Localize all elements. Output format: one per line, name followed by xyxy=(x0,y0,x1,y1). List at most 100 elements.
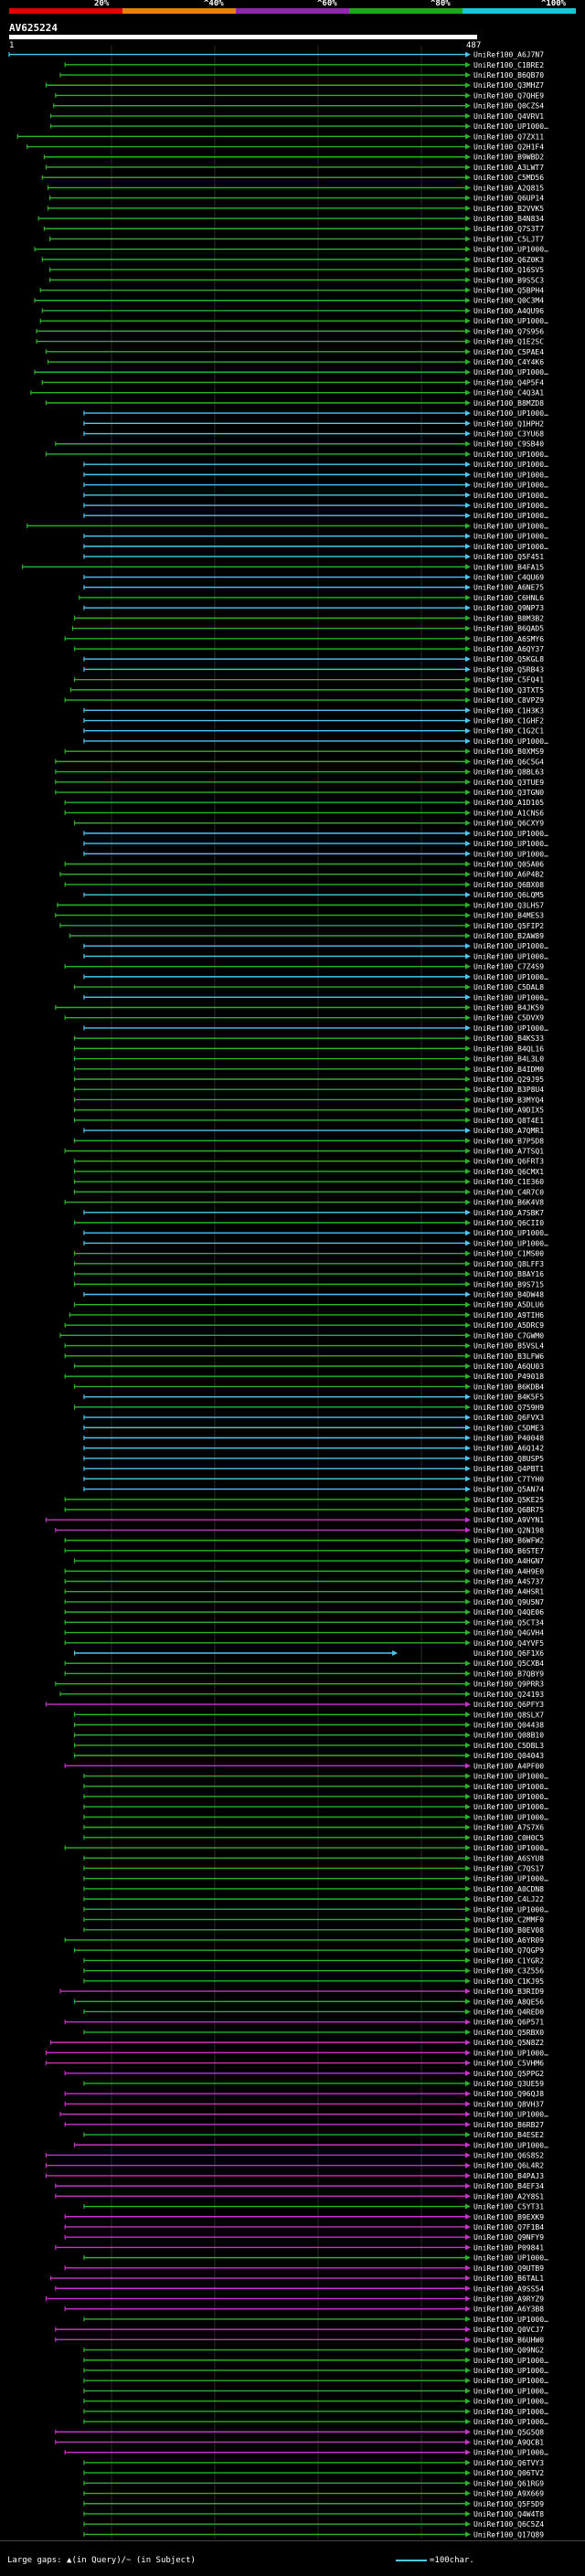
alignment-row[interactable]: UniRef100_UP1000… xyxy=(83,942,548,950)
subject-label[interactable]: UniRef100_UP1000… xyxy=(473,122,548,131)
subject-label[interactable]: UniRef100_Q1HPH2 xyxy=(473,419,544,428)
alignment-row[interactable]: UniRef100_Q4P5F4 xyxy=(41,378,544,387)
alignment-row[interactable]: UniRef100_C7Z4S9 xyxy=(64,963,544,971)
subject-label[interactable]: UniRef100_UP1000… xyxy=(473,2141,548,2149)
alignment-row[interactable]: UniRef100_A4HSR1 xyxy=(64,1588,544,1596)
subject-label[interactable]: UniRef100_UP1000… xyxy=(473,317,548,325)
subject-label[interactable]: UniRef100_B4FA15 xyxy=(473,563,544,571)
alignment-row[interactable]: UniRef100_B4JK59 xyxy=(55,1004,544,1012)
subject-label[interactable]: UniRef100_Q7QGP9 xyxy=(473,1946,544,1955)
alignment-row[interactable]: UniRef100_Q6Z0K3 xyxy=(41,256,544,264)
subject-label[interactable]: UniRef100_Q3LHS7 xyxy=(473,901,544,909)
subject-label[interactable]: UniRef100_B4K5F5 xyxy=(473,1394,544,1402)
subject-label[interactable]: UniRef100_Q6S8S2 xyxy=(473,2151,544,2159)
subject-label[interactable]: UniRef100_C5DME3 xyxy=(473,1424,544,1432)
subject-label[interactable]: UniRef100_C7Z4S9 xyxy=(473,963,544,971)
subject-label[interactable]: UniRef100_C1BRE2 xyxy=(473,61,544,69)
subject-label[interactable]: UniRef100_Q6C5G4 xyxy=(473,758,544,766)
alignment-row[interactable]: UniRef100_Q8T4E1 xyxy=(73,1117,545,1125)
subject-label[interactable]: UniRef100_Q8BL63 xyxy=(473,769,544,777)
alignment-row[interactable]: UniRef100_Q6CXY9 xyxy=(73,820,545,828)
subject-label[interactable]: UniRef100_Q6CMX1 xyxy=(473,1168,544,1176)
alignment-row[interactable]: UniRef100_Q6P571 xyxy=(64,2019,544,2027)
alignment-row[interactable]: UniRef100_A5DLU6 xyxy=(73,1301,545,1309)
subject-label[interactable]: UniRef100_Q7QHE9 xyxy=(473,91,544,100)
subject-label[interactable]: UniRef100_Q9PRR3 xyxy=(473,1680,544,1689)
alignment-row[interactable]: UniRef100_C5PAE4 xyxy=(45,348,544,356)
subject-label[interactable]: UniRef100_Q8VH37 xyxy=(473,2100,544,2108)
alignment-row[interactable]: UniRef100_UP1000… xyxy=(83,993,548,1002)
alignment-row[interactable]: UniRef100_C7TYH0 xyxy=(83,1475,544,1483)
alignment-row[interactable]: UniRef100_Q1HPH2 xyxy=(83,419,544,428)
subject-label[interactable]: UniRef100_B3LFW6 xyxy=(473,1352,544,1361)
alignment-row[interactable]: UniRef100_B8MZD8 xyxy=(45,399,544,408)
alignment-row[interactable]: UniRef100_Q8VH37 xyxy=(64,2100,544,2108)
alignment-row[interactable]: UniRef100_UP1000… xyxy=(83,512,548,520)
alignment-row[interactable]: UniRef100_A4H9E0 xyxy=(64,1567,544,1575)
subject-label[interactable]: UniRef100_C8VPZ9 xyxy=(473,696,544,705)
subject-label[interactable]: UniRef100_Q24193 xyxy=(473,1691,544,1699)
subject-label[interactable]: UniRef100_Q5F5D9 xyxy=(473,2500,544,2508)
alignment-row[interactable]: UniRef100_A6P4B2 xyxy=(59,871,544,879)
subject-label[interactable]: UniRef100_UP1000… xyxy=(473,2316,548,2324)
subject-label[interactable]: UniRef100_B4PAJ3 xyxy=(473,2172,544,2180)
alignment-row[interactable]: UniRef100_A2Y8S1 xyxy=(55,2192,544,2200)
subject-label[interactable]: UniRef100_UP1000… xyxy=(473,973,548,981)
alignment-row[interactable]: UniRef100_P40048 xyxy=(83,1434,544,1442)
alignment-row[interactable]: UniRef100_A0CDN8 xyxy=(83,1885,544,1893)
subject-label[interactable]: UniRef100_A4S737 xyxy=(473,1577,544,1585)
subject-label[interactable]: UniRef100_B6KDB4 xyxy=(473,1383,544,1391)
subject-label[interactable]: UniRef100_UP1000… xyxy=(473,368,548,376)
subject-label[interactable]: UniRef100_Q5AN74 xyxy=(473,1486,544,1494)
subject-label[interactable]: UniRef100_UP1000… xyxy=(473,2111,548,2119)
alignment-row[interactable]: UniRef100_UP1000… xyxy=(83,482,548,490)
alignment-row[interactable]: UniRef100_Q61RG9 xyxy=(83,2479,544,2487)
alignment-row[interactable]: UniRef100_UP1000… xyxy=(83,952,548,960)
alignment-row[interactable]: UniRef100_UP1000… xyxy=(83,461,548,469)
alignment-row[interactable]: UniRef100_A7S7X6 xyxy=(83,1824,544,1832)
subject-label[interactable]: UniRef100_Q5CXB4 xyxy=(473,1659,544,1668)
subject-label[interactable]: UniRef100_C1YGR2 xyxy=(473,1956,544,1965)
alignment-row[interactable]: UniRef100_B6QAD5 xyxy=(71,625,544,633)
alignment-row[interactable]: UniRef100_C1E360 xyxy=(73,1178,545,1186)
alignment-row[interactable]: UniRef100_C1G2C1 xyxy=(83,727,544,736)
subject-label[interactable]: UniRef100_B7QBY9 xyxy=(473,1670,544,1678)
subject-label[interactable]: UniRef100_Q5KGL8 xyxy=(473,655,544,663)
alignment-row[interactable]: UniRef100_UP1000… xyxy=(83,840,548,848)
alignment-row[interactable]: UniRef100_Q5CT34 xyxy=(64,1618,544,1627)
alignment-row[interactable]: UniRef100_UP1000… xyxy=(45,451,548,459)
alignment-row[interactable]: UniRef100_C4Y4K6 xyxy=(47,358,545,366)
alignment-row[interactable]: UniRef100_B4L3L0 xyxy=(73,1055,545,1064)
alignment-row[interactable]: UniRef100_A4QU96 xyxy=(41,307,544,315)
subject-label[interactable]: UniRef100_Q6F1X6 xyxy=(473,1649,544,1658)
alignment-row[interactable]: UniRef100_UP1000… xyxy=(83,737,548,746)
subject-label[interactable]: UniRef100_C0H0C5 xyxy=(473,1834,544,1842)
alignment-row[interactable]: UniRef100_C9SB40 xyxy=(55,440,544,449)
subject-label[interactable]: UniRef100_A7S7X6 xyxy=(473,1824,544,1832)
subject-label[interactable]: UniRef100_UP1000… xyxy=(473,1803,548,1811)
alignment-row[interactable]: UniRef100_Q6F1X6 xyxy=(73,1649,545,1658)
subject-label[interactable]: UniRef100_A6QU03 xyxy=(473,1362,544,1371)
subject-label[interactable]: UniRef100_B6RB27 xyxy=(473,2121,544,2129)
subject-label[interactable]: UniRef100_C5LJT7 xyxy=(473,235,544,243)
subject-label[interactable]: UniRef100_A9TIH6 xyxy=(473,1311,544,1320)
subject-label[interactable]: UniRef100_B3RID9 xyxy=(473,1988,544,1996)
subject-label[interactable]: UniRef100_UP1000… xyxy=(473,2367,548,2375)
alignment-row[interactable]: UniRef100_Q9NFY9 xyxy=(64,2233,544,2242)
alignment-row[interactable]: UniRef100_B0EV08 xyxy=(83,1926,544,1935)
alignment-row[interactable]: UniRef100_C1GHF2 xyxy=(83,717,544,726)
subject-label[interactable]: UniRef100_B8M3B2 xyxy=(473,614,544,622)
alignment-row[interactable]: UniRef100_B6WFW2 xyxy=(64,1537,544,1545)
subject-label[interactable]: UniRef100_UP1000… xyxy=(473,2398,548,2406)
alignment-row[interactable]: UniRef100_Q08B10 xyxy=(73,1732,545,1740)
alignment-row[interactable]: UniRef100_A6Y3B8 xyxy=(64,2306,544,2314)
alignment-row[interactable]: UniRef100_Q4RED0 xyxy=(83,2008,544,2016)
alignment-row[interactable]: UniRef100_A1CNS6 xyxy=(64,809,544,817)
subject-label[interactable]: UniRef100_Q2N198 xyxy=(473,1526,544,1534)
alignment-row[interactable]: UniRef100_A1D105 xyxy=(64,799,544,807)
alignment-row[interactable]: UniRef100_UP1000… xyxy=(83,1773,548,1781)
subject-label[interactable]: UniRef100_Q7S956 xyxy=(473,327,544,335)
alignment-row[interactable]: UniRef100_UP1000… xyxy=(83,409,548,418)
subject-label[interactable]: UniRef100_A6NE75 xyxy=(473,584,544,592)
subject-label[interactable]: UniRef100_Q17Q89 xyxy=(473,2530,544,2539)
